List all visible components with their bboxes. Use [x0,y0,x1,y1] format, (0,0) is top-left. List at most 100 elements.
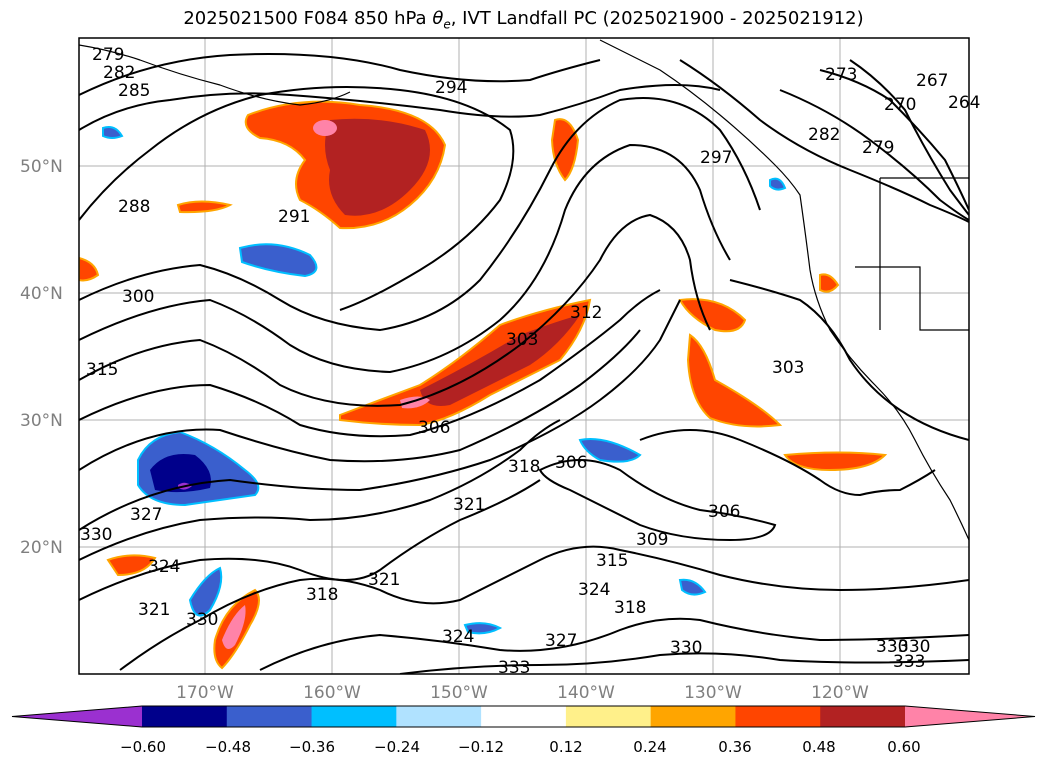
positive-anomaly-blob [686,333,783,428]
contour-label: 306 [555,453,587,473]
colorbar-segment [396,706,482,727]
colorbar-tick-label: −0.24 [374,738,420,756]
colorbar-tick-label: −0.60 [120,738,166,756]
contour-label: 324 [578,580,610,600]
colorbar-tick-label: 0.12 [549,738,582,756]
lat-label: 30°N [20,411,63,431]
contour-label: 264 [948,93,980,113]
contour-label: 297 [700,148,732,168]
lon-label: 170°W [176,683,234,703]
contour-label: 330 [80,525,112,545]
colorbar-tick-label: 0.60 [887,738,920,756]
colorbar-ticks: −0.60 −0.48 −0.36 −0.24 −0.12 0.12 0.24 … [120,738,921,756]
lon-label: 140°W [557,683,615,703]
lon-label: 150°W [430,683,488,703]
lon-label: 130°W [684,683,742,703]
contour-label: 306 [418,418,450,438]
positive-anomaly-blob [176,200,233,214]
map-frame [78,37,970,675]
contour-label: 300 [122,287,154,307]
contour-label: 330 [876,637,908,657]
contour-label: 309 [636,530,668,550]
colorbar-extend-min [12,706,142,727]
positive-anomaly-blob [106,554,157,577]
positive-anomaly-blob [678,298,747,333]
colorbar-segment [650,706,736,727]
contour-label: 294 [435,78,467,98]
contour-label: 312 [570,303,602,323]
contour-label: 273 [825,65,857,85]
contour-label: 279 [862,138,894,158]
positive-anomaly-blob [550,118,580,182]
negative-anomaly-blob [238,243,318,278]
colorbar-segment [311,706,397,727]
contour-label: 267 [916,71,948,91]
colorbar-segment [142,706,228,727]
contour-label: 333 [498,658,530,678]
positive-anomaly-blob [79,256,100,282]
contour-label: 318 [306,585,338,605]
positive-anomaly-band [339,298,592,427]
colorbar-tick-label: −0.12 [458,738,504,756]
contour-label: 270 [884,95,916,115]
negative-anomaly-core [150,454,211,493]
lat-label: 40°N [20,284,63,304]
positive-anomaly-peak [222,605,246,649]
contour-label: 279 [92,45,124,65]
contour-label: 303 [772,358,804,378]
longitude-labels: 170°W 160°W 150°W 140°W 130°W 120°W [176,683,869,703]
negative-anomaly-blob [188,566,223,617]
negative-anomaly-blob [678,578,707,596]
contour-label: 285 [118,81,150,101]
colorbar-tick-label: −0.36 [289,738,335,756]
contour-label: 330 [898,637,930,657]
negative-anomaly-blob [769,177,787,191]
theta-e-contours [79,53,969,674]
colorbar-segment [735,706,821,727]
colorbar-segment [565,706,652,727]
positive-anomaly-core [325,118,430,216]
contour-label: 330 [186,610,218,630]
colorbar-tick-label: 0.36 [718,738,751,756]
contour-label: 315 [596,551,628,571]
contour-labels: 279 282 285 288 294 291 300 315 330 327 … [80,45,980,678]
contour-label: 324 [148,557,180,577]
contour-label: 327 [545,631,577,651]
colorbar-tick-label: 0.48 [802,738,835,756]
colorbar-segment [820,706,906,727]
negative-anomaly-blob [578,438,642,463]
contour-label: 282 [808,125,840,145]
contour-label: 318 [508,457,540,477]
contour-label: 321 [368,570,400,590]
contour-label: 327 [130,505,162,525]
coastlines [79,39,969,541]
colorbar-extend-max [905,706,1035,727]
latitude-labels: 50°N 40°N 30°N 20°N [20,157,63,558]
lat-label: 50°N [20,157,63,177]
contour-label: 291 [278,207,310,227]
contour-label: 321 [138,600,170,620]
negative-anomaly-blob [102,126,124,139]
gridlines [79,38,969,674]
contour-label: 306 [708,502,740,522]
colorbar-outline [11,705,1036,728]
contour-label: 324 [442,627,474,647]
positive-anomaly-peak [400,396,430,409]
contour-label: 315 [86,360,118,380]
map-content [79,38,969,674]
colorbar-tick-label: −0.48 [205,738,251,756]
colorbar-segment [226,706,313,727]
figure-title: 2025021500 F084 850 hPa θe, IVT Landfall… [183,8,864,32]
lat-label: 20°N [20,538,63,558]
lon-label: 160°W [303,683,361,703]
contour-label: 288 [118,197,150,217]
contour-label: 333 [893,652,925,672]
colorbar-tick-label: 0.24 [633,738,666,756]
lon-label: 120°W [811,683,869,703]
colorbar-segment [481,706,567,727]
positive-anomaly-blob [783,451,888,472]
pc-fill-regions [79,100,888,670]
positive-anomaly-blob [819,273,840,293]
contour-label: 318 [614,598,646,618]
